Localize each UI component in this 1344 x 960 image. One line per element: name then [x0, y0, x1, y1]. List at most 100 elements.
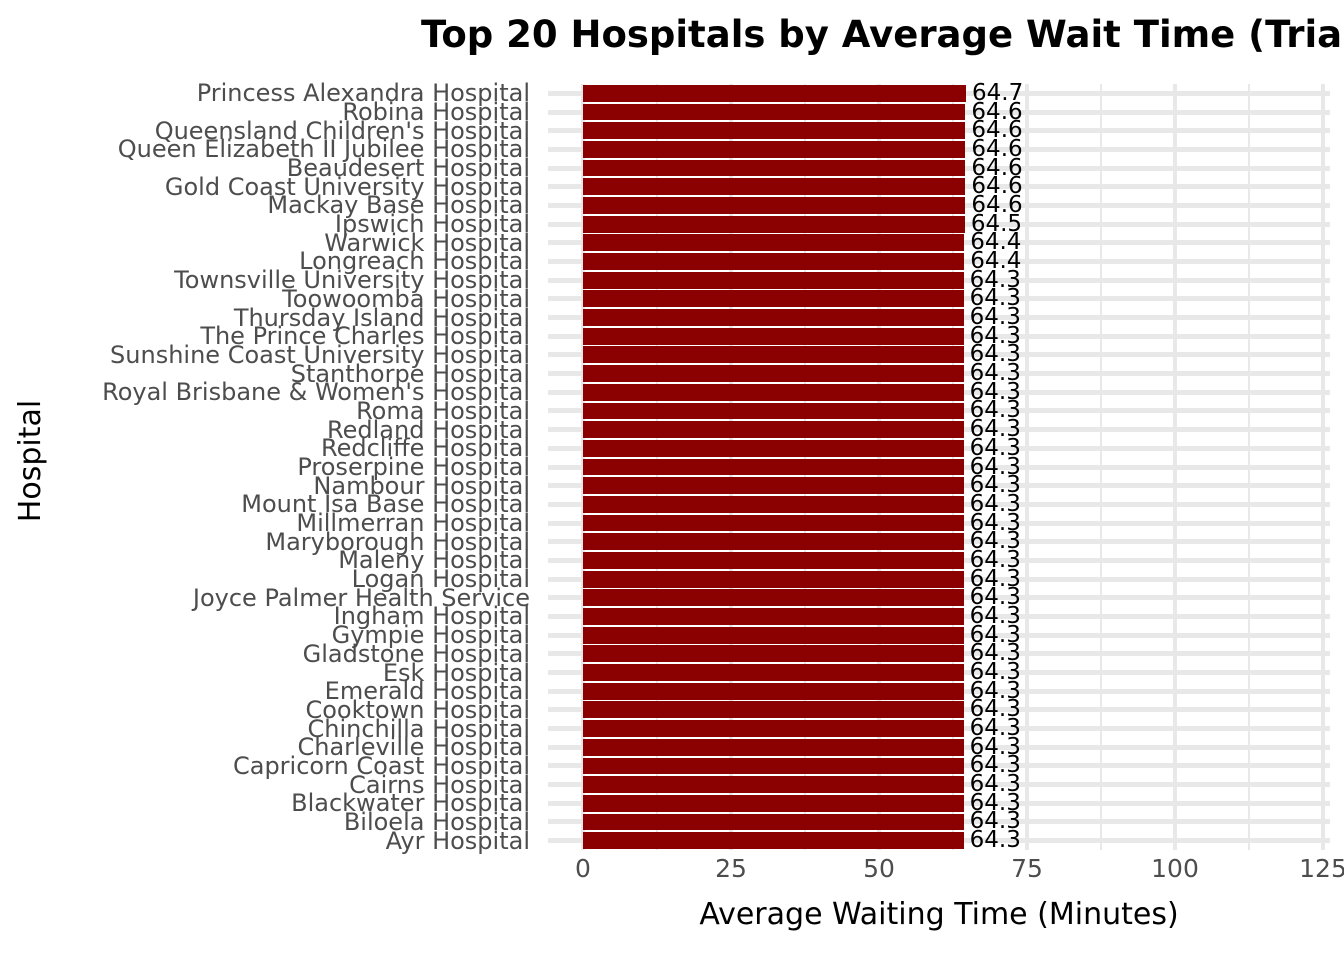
y-axis-label: Capricorn Coast Hospital [232, 751, 530, 780]
bar-value-label: 64.3 [969, 546, 1021, 573]
bar [583, 140, 966, 158]
bar [583, 327, 964, 345]
y-axis-label: Maryborough Hospital [265, 527, 530, 556]
y-axis-label: Ingham Hospital [333, 602, 530, 631]
bar-value-label: 64.3 [969, 322, 1021, 349]
y-axis-label: Esk Hospital [382, 658, 530, 687]
bar [583, 421, 964, 439]
bar [583, 776, 964, 793]
bar-value-label: 64.6 [971, 135, 1023, 162]
bar [583, 495, 964, 513]
bar [583, 794, 964, 812]
bar-value-label: 64.3 [969, 677, 1021, 704]
bar [583, 253, 965, 270]
bar [583, 103, 966, 121]
bar-value-label: 64.6 [971, 173, 1023, 200]
y-axis-label: Sunshine Coast University Hospital [110, 340, 530, 369]
bar [583, 813, 964, 831]
bar-value-label: 64.3 [969, 715, 1021, 742]
bar-value-label: 64.6 [971, 191, 1023, 218]
bar-value-label: 64.3 [969, 472, 1021, 499]
bar [583, 271, 964, 289]
y-axis-label: Joyce Palmer Health Service [192, 583, 530, 612]
bar [583, 589, 964, 607]
bar [583, 215, 965, 233]
y-axis-label: Maleny Hospital [338, 546, 530, 575]
y-axis-label: Roma Hospital [356, 396, 530, 425]
y-axis-label: Chinchilla Hospital [307, 714, 530, 743]
y-axis-label: Cairns Hospital [349, 770, 530, 799]
bar [583, 309, 964, 326]
x-axis-tick-label: 0 [575, 854, 591, 883]
bar [583, 159, 966, 177]
bar [583, 552, 964, 569]
bar-value-label: 64.3 [969, 602, 1021, 629]
bar [583, 439, 964, 457]
y-axis-label: Ayr Hospital [385, 826, 530, 855]
bar [583, 832, 964, 850]
bar [583, 608, 964, 625]
bar [583, 365, 964, 382]
y-axis-label: Logan Hospital [351, 565, 530, 594]
plot-panel: 64.7 64.6 64.6 64.6 64.6 64.6 64.6 64.5 64.4 64.4… [548, 81, 1330, 852]
bar-value-label: 64.6 [971, 154, 1023, 181]
bar-value-label: 64.3 [969, 266, 1021, 293]
bar [583, 402, 964, 420]
bar-value-label: 64.3 [969, 378, 1021, 405]
y-axis-label: Blackwater Hospital [291, 789, 530, 818]
bar [583, 720, 964, 737]
bar [583, 290, 964, 308]
y-axis-label: Townsville University Hospital [174, 266, 530, 295]
bar [583, 234, 965, 252]
bar-value-label: 64.3 [969, 416, 1021, 443]
bar-value-label: 64.3 [969, 509, 1021, 536]
bar [583, 346, 964, 364]
y-axis-label: Princess Alexandra Hospital [196, 79, 530, 108]
x-axis-title: Average Waiting Time (Minutes) [699, 897, 1179, 932]
x-axis-tick-label: 100 [1151, 854, 1199, 883]
x-axis-tick-label: 125 [1299, 854, 1344, 883]
y-axis-label: Thursday Island Hospital [233, 303, 530, 332]
bar-value-label: 64.5 [970, 210, 1023, 237]
bar-value-label: 64.3 [969, 640, 1021, 667]
y-axis-label: Biloela Hospital [343, 807, 530, 836]
y-axis-label: Toowoomba Hospital [282, 284, 530, 313]
y-axis-label: Gympie Hospital [331, 621, 530, 650]
y-axis-label: Gladstone Hospital [302, 639, 530, 668]
y-axis-label: Redcliffe Hospital [321, 434, 530, 463]
bar-value-label: 64.3 [969, 360, 1021, 387]
y-axis-label: Redland Hospital [327, 415, 530, 444]
y-axis-label: Stanthorpe Hospital [290, 359, 530, 388]
y-axis-label: Proserpine Hospital [297, 453, 530, 481]
bar-value-label: 64.3 [969, 304, 1021, 331]
y-axis-label: Charleville Hospital [297, 733, 531, 762]
bar-value-label: 64.4 [970, 229, 1022, 256]
y-axis-label: Beaudesert Hospital [286, 154, 530, 183]
bar [583, 383, 964, 401]
bar [583, 701, 964, 719]
y-axis-label: Gold Coast University Hospital [164, 172, 530, 201]
y-axis-label: Nambour Hospital [313, 471, 530, 500]
y-axis-label: Longreach Hospital [299, 247, 530, 276]
bar-value-label: 64.3 [969, 771, 1021, 798]
bar [583, 178, 966, 196]
bar-value-label: 64.6 [971, 117, 1023, 144]
bar-value-label: 64.3 [969, 285, 1021, 312]
bar [583, 477, 964, 495]
bar-value-label: 64.3 [969, 584, 1021, 611]
bar-value-label: 64.3 [969, 808, 1021, 835]
bar-value-label: 64.3 [969, 490, 1021, 517]
bar [583, 122, 966, 140]
bar-value-label: 64.3 [969, 397, 1021, 424]
bar-value-label: 64.3 [969, 565, 1021, 592]
bar [583, 757, 964, 775]
bar-value-label: 64.3 [969, 434, 1021, 461]
y-axis-label: Ipswich Hospital [334, 210, 530, 239]
y-axis-label: Mackay Base Hospital [267, 191, 530, 220]
bar-value-label: 64.3 [969, 453, 1021, 480]
bar-value-label: 64.3 [969, 733, 1021, 760]
bar-value-label: 64.3 [969, 752, 1021, 779]
x-axis-tick-label: 25 [715, 854, 747, 883]
bar-value-label: 64.6 [971, 98, 1023, 125]
